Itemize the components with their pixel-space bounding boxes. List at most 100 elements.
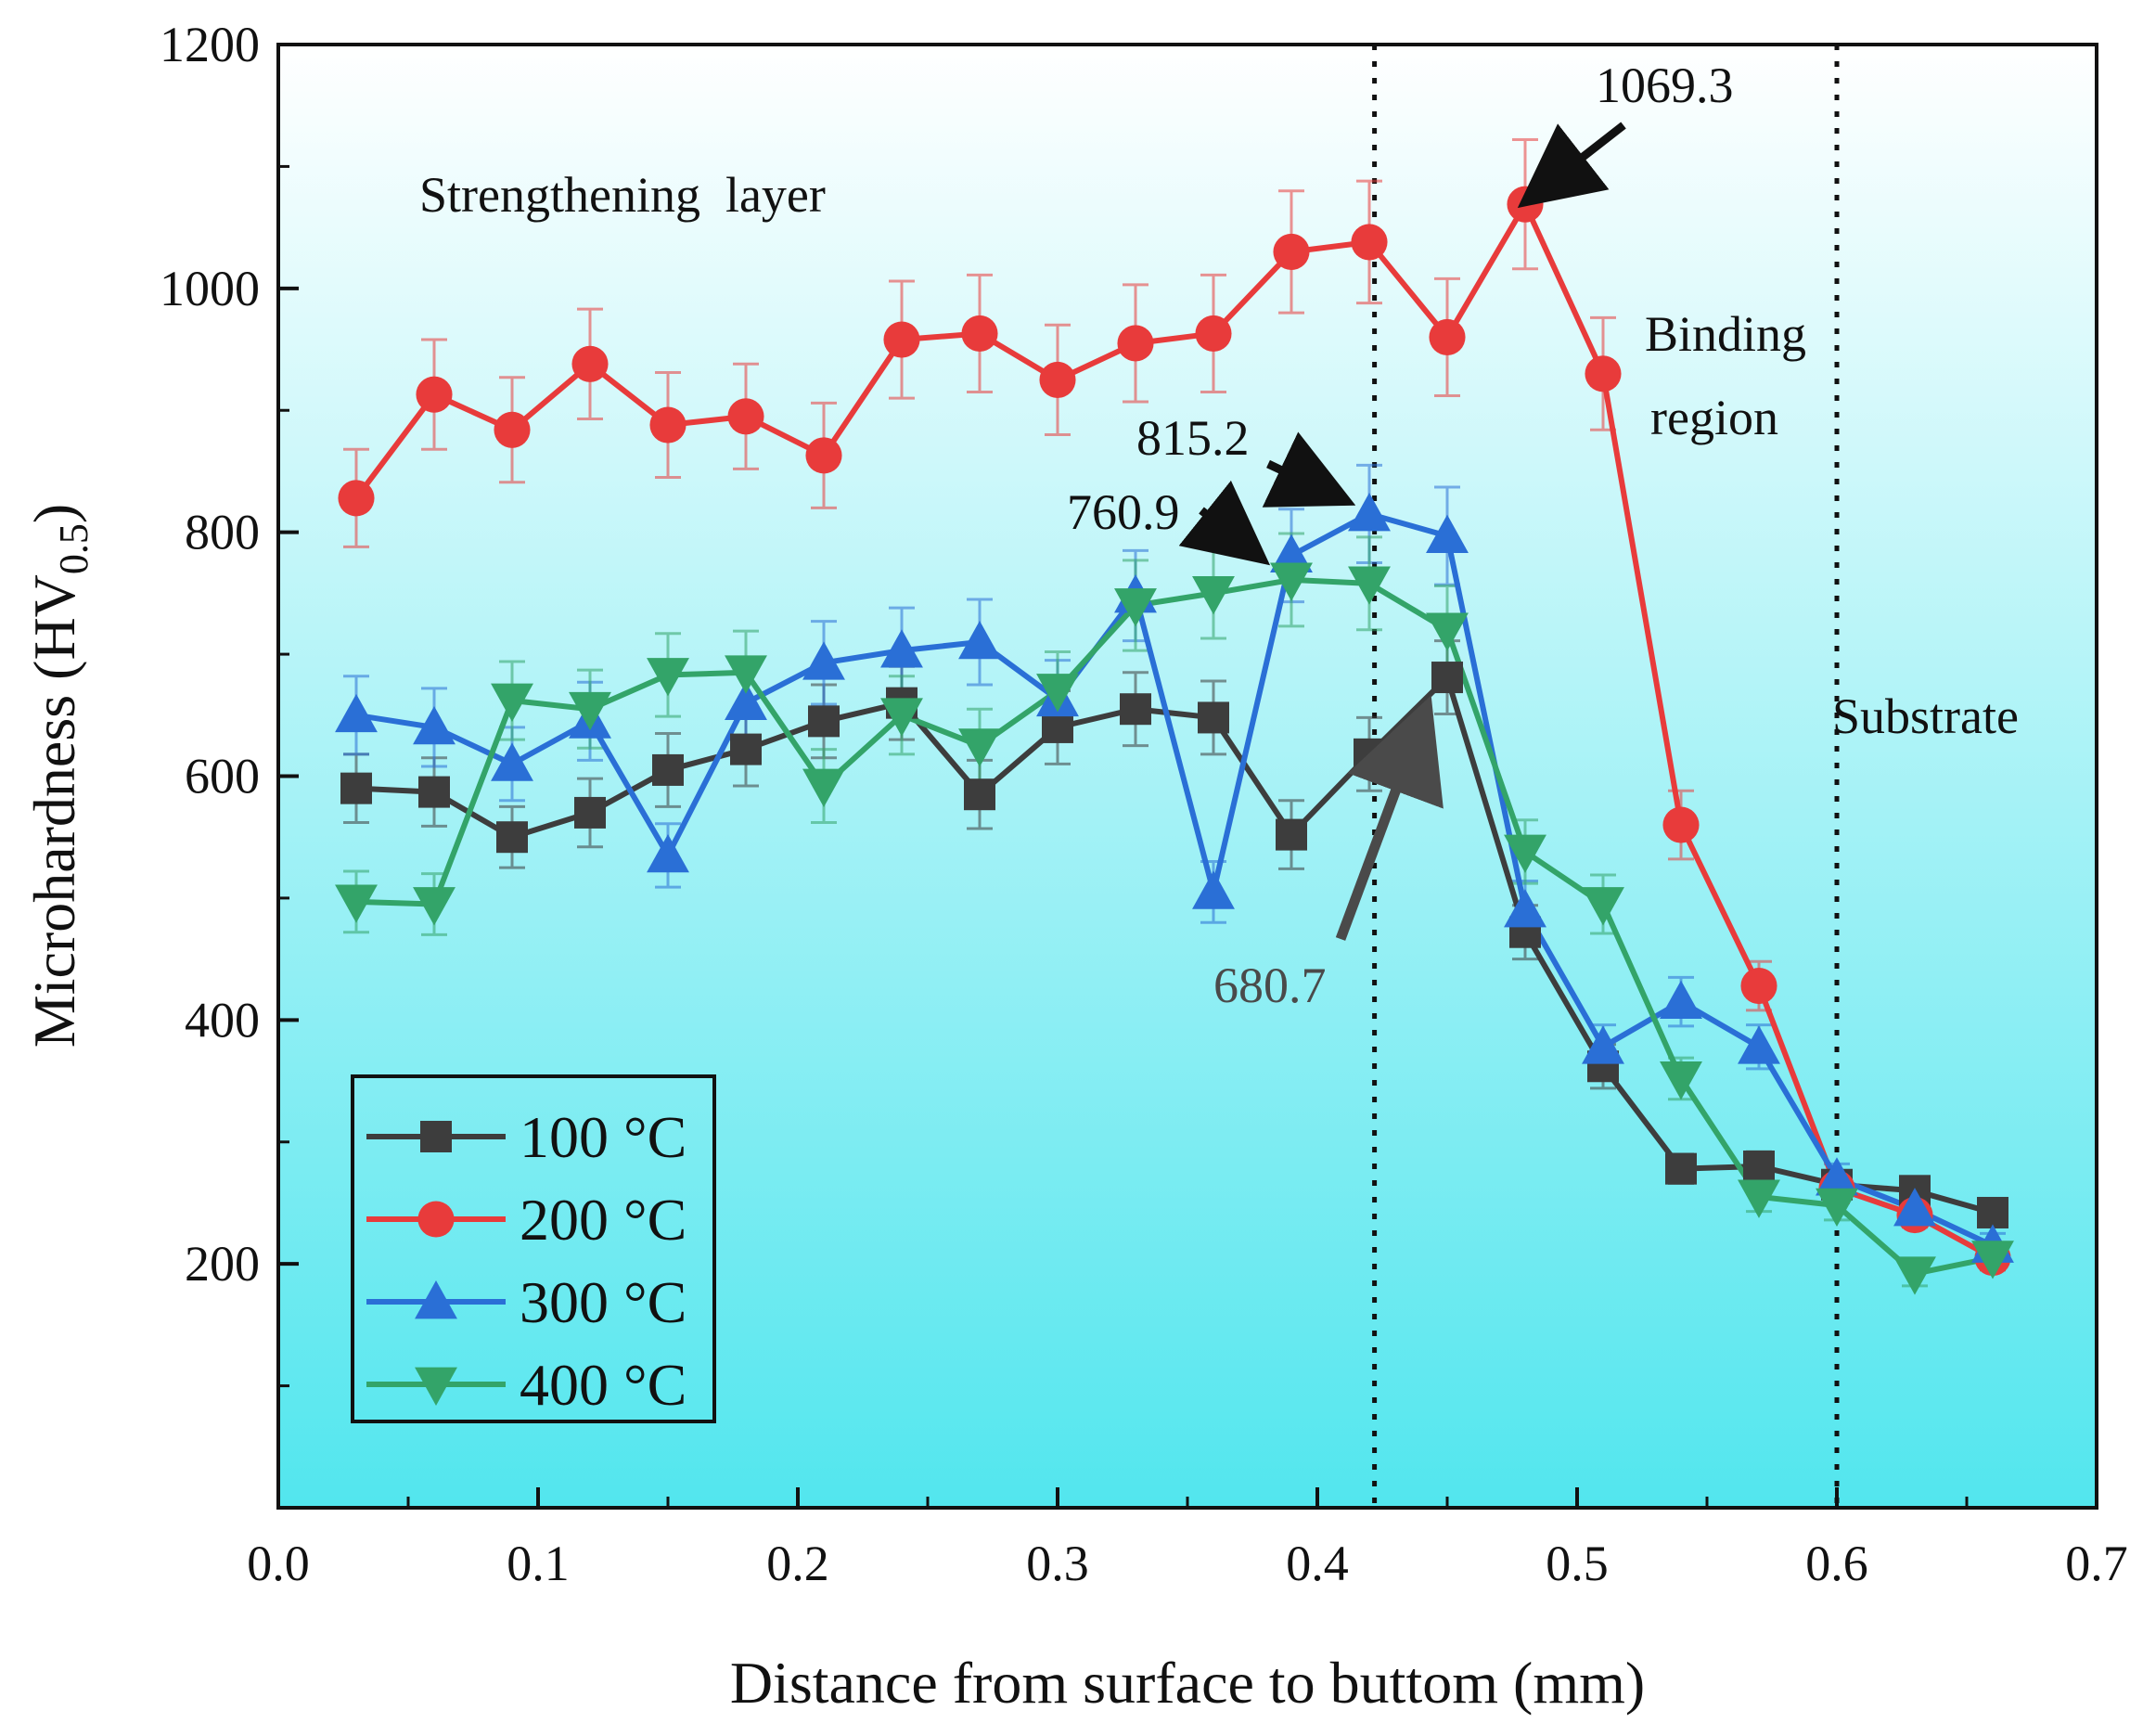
arrow-815 [1262,431,1356,508]
data-point [1504,889,1546,928]
arrow-1069 [1517,122,1626,209]
data-point [1039,361,1076,398]
strengthening-layer-label: Strengthening layer [419,167,826,223]
data-point [1665,1152,1697,1185]
data-point [1816,1157,1858,1196]
data-point [727,398,764,435]
data-point [418,776,450,808]
legend-marker [420,1121,452,1152]
data-point [1426,612,1469,651]
legend: 100 °C 200 °C 300 °C 400 °C [351,1074,716,1423]
legend-label: 200 °C [520,1187,687,1253]
data-point [1893,1188,1936,1227]
data-point [1660,980,1702,1019]
data-point [496,821,528,854]
binding-region-label-line2: region [1650,390,1778,445]
data-point [571,345,609,382]
legend-label: 400 °C [520,1352,687,1418]
data-point [1816,1188,1858,1228]
data-point [491,683,533,722]
data-point [1738,1179,1780,1218]
data-point [725,681,767,721]
legend-marker [415,1367,457,1406]
data-point [1426,514,1469,553]
x-tick-label: 0.4 [1286,1536,1349,1591]
series-layer [335,186,2014,1295]
y-tick-label: 200 [185,1236,260,1292]
y-tick-label: 1000 [160,261,260,316]
data-point [1740,967,1777,1005]
data-point [1276,818,1307,851]
data-point [1504,834,1546,873]
data-point [652,753,684,786]
data-point [1273,233,1310,270]
data-point [569,691,611,731]
data-point [1660,1061,1702,1100]
annotation-760: 760.9 [1067,484,1180,540]
data-point [340,772,372,804]
data-point [1192,576,1235,615]
data-point [413,705,456,745]
region-divider-lines [1372,45,1840,1508]
y-axis-title-main: Microhardness (HV [21,574,87,1048]
data-point [1117,325,1154,362]
axis-ticks: 0.0 0.1 0.2 0.3 0.4 0.5 0.6 0.7 200 400 600 800 1000… [160,17,2128,1591]
substrate-label: Substrate [1832,688,2019,744]
data-point [805,437,842,474]
data-point [416,376,453,413]
data-point [1036,674,1079,713]
data-point [725,655,767,694]
annotation-815: 815.2 [1136,410,1250,466]
data-point [880,698,923,737]
data-point [494,411,531,448]
legend-label: 300 °C [520,1269,687,1335]
x-tick-label: 0.1 [507,1536,570,1591]
data-point [883,321,920,358]
series-line [353,201,1995,1261]
data-point [1582,1025,1624,1064]
data-point [1348,493,1391,532]
plot-background [278,45,2097,1508]
data-point [1582,887,1624,926]
data-point [1354,738,1385,770]
data-point [1198,701,1229,734]
x-axis-title: Distance from surface to buttom (mm) [730,1650,1645,1716]
data-point [958,620,1001,660]
data-point [1195,315,1232,353]
data-point [802,641,845,680]
y-tick-label: 1200 [160,17,260,72]
legend-marker [415,1280,457,1319]
data-point [335,884,378,923]
x-tick-label: 0.3 [1026,1536,1089,1591]
data-point [647,833,689,873]
legend-marker [417,1201,455,1238]
data-point [1192,870,1235,909]
arrow-680 [1335,695,1444,941]
data-point [1662,806,1700,843]
legend-box [351,1074,716,1423]
data-point [961,315,998,353]
data-point [958,728,1001,767]
y-tick-label: 800 [185,505,260,560]
annotation-680: 680.7 [1213,958,1327,1013]
data-point [1977,1196,2008,1228]
data-point [808,705,840,738]
data-point [1351,224,1388,261]
annotation-1069: 1069.3 [1596,58,1734,113]
data-point [1120,693,1151,726]
x-tick-label: 0.6 [1805,1536,1868,1591]
x-tick-label: 0.2 [766,1536,829,1591]
data-point [649,406,687,444]
data-point [1042,711,1073,743]
data-point [964,778,995,811]
x-tick-label: 0.0 [247,1536,310,1591]
data-point [1429,318,1466,355]
data-point [1971,1241,2014,1279]
legend-label: 100 °C [520,1104,687,1170]
data-point [491,742,533,781]
data-point [1270,562,1313,601]
data-point [880,629,923,668]
x-tick-label: 0.5 [1546,1536,1609,1591]
data-point [574,796,606,829]
